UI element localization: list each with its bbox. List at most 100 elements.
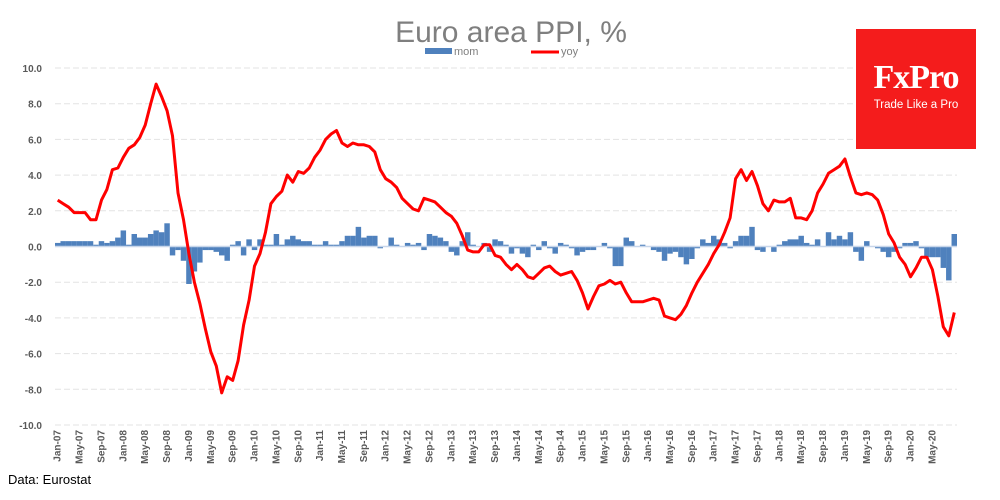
mom-bar xyxy=(229,244,236,247)
mom-bar xyxy=(109,241,116,247)
x-tick-label: Sep-09 xyxy=(228,430,239,463)
mom-bar xyxy=(486,246,493,252)
yoy-line xyxy=(56,82,956,395)
mom-bar xyxy=(137,237,143,247)
x-tick-label: Sep-19 xyxy=(884,430,895,463)
mom-bar xyxy=(771,246,777,252)
x-tick-label: Jan-12 xyxy=(381,430,392,462)
mom-bar xyxy=(618,246,624,267)
mom-bar xyxy=(574,246,580,256)
mom-bar xyxy=(213,246,219,252)
mom-bar xyxy=(896,246,903,249)
mom-bar xyxy=(87,241,94,247)
mom-bar xyxy=(339,241,345,247)
mom-bar xyxy=(186,246,192,284)
mom-bar xyxy=(55,242,61,247)
legend: mom yoy xyxy=(425,46,579,58)
mom-bar xyxy=(836,235,843,247)
x-tick-label: May-07 xyxy=(75,430,86,464)
x-tick-label: Sep-15 xyxy=(621,430,632,463)
mom-bar xyxy=(115,237,121,247)
mom-bar xyxy=(443,241,449,247)
mom-bar xyxy=(60,241,66,247)
mom-bar xyxy=(825,232,832,247)
mom-bar xyxy=(612,246,619,267)
mom-bar xyxy=(629,241,635,247)
mom-bar xyxy=(372,235,378,247)
mom-bar xyxy=(503,244,509,247)
mom-bar xyxy=(547,246,553,249)
mom-bar xyxy=(257,239,263,247)
mom-bar xyxy=(497,241,504,247)
y-tick-label: -2.0 xyxy=(25,278,43,289)
x-tick-label: Jan-07 xyxy=(53,430,64,462)
mom-bar xyxy=(760,246,766,252)
x-tick-label: Sep-14 xyxy=(556,430,567,463)
mom-bar xyxy=(421,246,427,251)
mom-bar xyxy=(361,237,367,247)
mom-bar xyxy=(76,241,83,247)
mom-bar xyxy=(885,246,892,258)
mom-bar xyxy=(317,244,323,247)
x-tick-label: Jan-20 xyxy=(906,430,917,462)
mom-bar xyxy=(924,246,930,258)
y-tick-label: -4.0 xyxy=(25,314,43,325)
mom-bar xyxy=(344,235,351,247)
mom-bar xyxy=(191,246,198,272)
mom-bar xyxy=(880,246,886,252)
mom-bar xyxy=(208,246,214,251)
mom-bar xyxy=(552,246,558,254)
mom-bar xyxy=(393,244,400,247)
mom-bar xyxy=(557,242,564,247)
x-tick-label: May-15 xyxy=(599,430,610,464)
y-tick-label: 0.0 xyxy=(28,243,42,254)
mom-bar xyxy=(251,246,258,251)
x-tick-label: Jan-14 xyxy=(512,430,523,462)
x-tick-label: Sep-10 xyxy=(293,430,304,463)
mom-bar xyxy=(333,244,340,247)
mom-bar xyxy=(935,246,941,258)
y-tick-label: -8.0 xyxy=(25,385,43,396)
mom-bar xyxy=(219,246,225,256)
mom-bar xyxy=(388,237,394,247)
x-tick-label: Sep-08 xyxy=(162,430,173,463)
mom-bar xyxy=(153,230,159,247)
mom-bar xyxy=(607,246,613,249)
mom-bar xyxy=(530,244,537,247)
mom-bar xyxy=(711,235,717,247)
y-tick-label: 6.0 xyxy=(28,135,42,146)
x-tick-label: May-10 xyxy=(271,430,282,464)
mom-bar xyxy=(803,242,810,247)
mom-bar xyxy=(415,242,422,247)
mom-bar xyxy=(667,246,673,254)
mom-bar xyxy=(732,241,739,247)
mom-bar xyxy=(525,246,531,258)
mom-bar xyxy=(224,246,230,261)
mom-bar xyxy=(404,242,411,247)
x-tick-label: May-14 xyxy=(534,430,545,464)
mom-bar xyxy=(536,246,542,251)
mom-bar xyxy=(180,246,187,261)
y-tick-label: 2.0 xyxy=(28,207,42,218)
x-axis-ticks: Jan-07 May-07 Sep-07 Jan-08 May-08 Sep-08 Jan-… xyxy=(53,430,939,464)
mom-bar xyxy=(268,244,274,247)
mom-bar xyxy=(492,239,498,247)
x-tick-label: May-13 xyxy=(468,430,479,464)
x-tick-label: May-19 xyxy=(862,430,873,464)
mom-bar xyxy=(142,237,148,247)
mom-bar xyxy=(306,241,312,247)
mom-bar xyxy=(656,246,662,252)
mom-bar xyxy=(322,241,329,247)
mom-bar xyxy=(235,241,241,247)
mom-bar xyxy=(809,244,815,247)
mom-bar xyxy=(470,244,476,247)
chart-title: Euro area PPI, % xyxy=(395,16,627,49)
mom-bar xyxy=(82,241,88,247)
mom-bar xyxy=(273,234,280,247)
logo-name: FxPro xyxy=(873,59,959,96)
legend-label-mom: mom xyxy=(454,46,478,58)
mom-bar xyxy=(295,239,301,247)
mom-bar xyxy=(262,244,269,247)
mom-bar xyxy=(639,244,646,247)
mom-bar xyxy=(814,239,821,247)
